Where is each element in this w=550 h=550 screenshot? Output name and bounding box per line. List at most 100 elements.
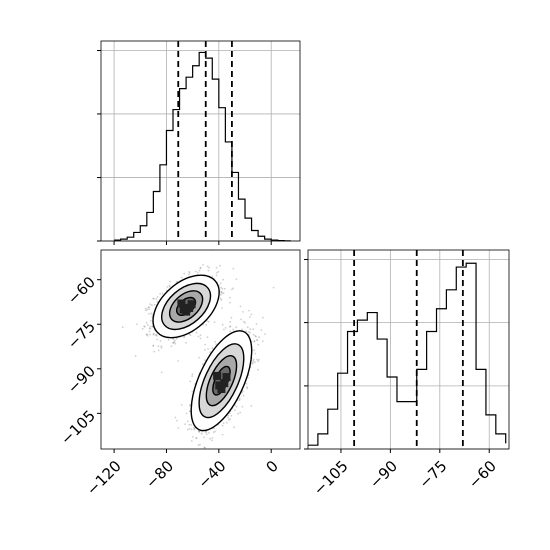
quantile-lines xyxy=(353,250,464,449)
scatter-point xyxy=(148,308,151,310)
scatter-point xyxy=(232,267,235,270)
scatter-point xyxy=(205,433,208,435)
scatter-point xyxy=(146,308,149,311)
scatter-point xyxy=(143,325,146,327)
scatter-point xyxy=(188,270,191,273)
scatter-point xyxy=(172,341,175,344)
scatter-point xyxy=(159,340,162,342)
scatter-point xyxy=(256,339,259,341)
scatter-point xyxy=(244,321,247,324)
scatter-point xyxy=(173,341,176,344)
scatter-point xyxy=(235,405,238,408)
scatter-point xyxy=(229,301,231,304)
density-core-bin xyxy=(213,371,222,380)
scatter-point xyxy=(176,280,178,283)
scatter-point xyxy=(177,360,180,362)
scatter-point xyxy=(223,287,226,290)
scatter-point xyxy=(189,410,191,413)
tick-marks xyxy=(304,258,490,453)
scatter-point xyxy=(232,328,235,331)
scatter-point xyxy=(213,427,216,430)
scatter-point xyxy=(146,333,149,335)
scatter-point xyxy=(255,358,258,361)
scatter-point xyxy=(228,296,231,299)
scatter-point xyxy=(213,321,216,324)
scatter-point xyxy=(215,266,218,269)
scatter-point xyxy=(203,446,206,449)
scatter-point xyxy=(264,333,266,335)
scatter-point xyxy=(184,423,187,426)
scatter-point xyxy=(168,280,171,283)
scatter-point xyxy=(229,418,231,420)
scatter-point xyxy=(183,272,186,275)
scatter-point xyxy=(189,380,192,383)
scatter-point xyxy=(154,334,157,336)
scatter-point xyxy=(205,323,208,326)
scatter-point xyxy=(177,427,180,429)
scatter-point xyxy=(188,423,191,426)
scatter-point xyxy=(260,329,263,331)
density-core-bin xyxy=(187,300,196,309)
scatter-point xyxy=(147,306,150,309)
scatter-point xyxy=(160,345,163,347)
scatter-point xyxy=(204,343,207,346)
scatter-point xyxy=(157,345,160,348)
scatter-point xyxy=(191,390,194,393)
scatter-point xyxy=(246,326,249,328)
scatter-point xyxy=(215,343,218,345)
scatter-point xyxy=(208,432,210,434)
scatter-point xyxy=(204,348,206,351)
scatter-point xyxy=(202,264,205,266)
scatter-point xyxy=(235,278,238,281)
scatter-point xyxy=(199,266,202,269)
scatter-point xyxy=(148,313,150,315)
scatter-point xyxy=(235,326,238,329)
scatter-point xyxy=(221,323,224,326)
scatter-point xyxy=(249,328,252,331)
scatter-point xyxy=(255,323,258,325)
scatter-point xyxy=(152,345,155,347)
scatter-point xyxy=(205,431,208,434)
scatter-point xyxy=(242,320,245,323)
density-core-bin xyxy=(222,373,231,382)
scatter-point xyxy=(202,363,204,366)
scatter-point xyxy=(199,334,202,336)
scatter-point xyxy=(197,335,200,338)
scatter-point xyxy=(230,316,233,319)
scatter-point xyxy=(149,319,152,322)
scatter-point xyxy=(209,437,212,440)
scatter-point xyxy=(221,288,224,290)
scatter-point xyxy=(223,328,225,331)
scatter-point xyxy=(199,267,202,270)
scatter-point xyxy=(234,409,236,412)
scatter-point xyxy=(192,427,195,429)
density-core-bin xyxy=(215,381,224,390)
scatter-point xyxy=(257,360,259,363)
scatter-point xyxy=(257,368,259,371)
scatter-point xyxy=(220,290,223,293)
scatter-point xyxy=(250,313,253,316)
scatter-point xyxy=(151,304,153,307)
scatter-point xyxy=(239,411,242,414)
scatter-point xyxy=(146,334,149,337)
scatter-point xyxy=(222,292,225,294)
scatter-point xyxy=(189,405,191,407)
scatter-point xyxy=(238,399,241,402)
scatter-point xyxy=(207,269,210,272)
scatter-point xyxy=(254,335,257,337)
scatter-point xyxy=(220,291,222,293)
scatter-point xyxy=(220,299,223,301)
scatter-point xyxy=(249,316,251,318)
scatter-point xyxy=(190,428,193,431)
scatter-point xyxy=(206,265,209,268)
scatter-point xyxy=(258,358,260,361)
scatter-point xyxy=(249,331,252,334)
scatter-point xyxy=(252,328,255,331)
scatter-point xyxy=(148,330,151,333)
scatter-point xyxy=(176,419,178,422)
scatter-point xyxy=(241,328,244,331)
scatter-point xyxy=(190,440,193,442)
scatter-point xyxy=(153,297,155,300)
scatter-point xyxy=(149,328,152,330)
scatter-point xyxy=(161,292,164,295)
